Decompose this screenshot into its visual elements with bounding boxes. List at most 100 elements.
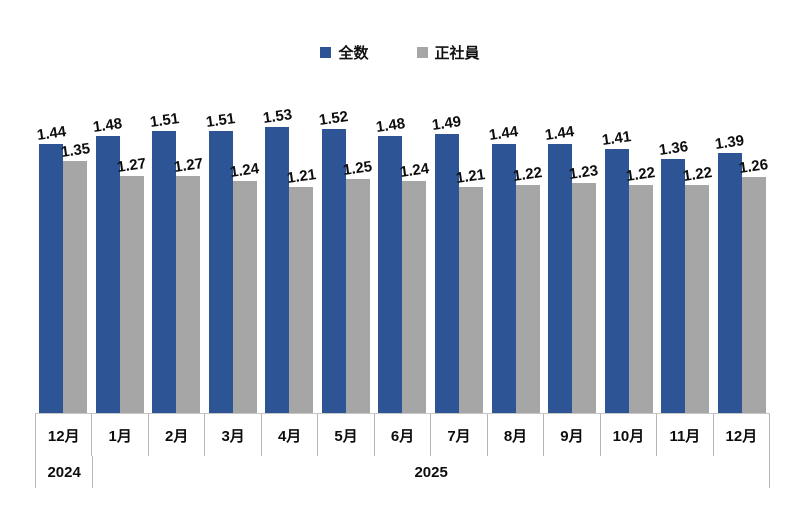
bar-chart: 1.44 1.35 1.48 1.27 1.51 1.27 1.51 1.24 1.53 1.21… [35, 90, 771, 488]
bar-column: 1.51 [205, 110, 237, 413]
month-label: 4月 [262, 414, 319, 456]
bar [176, 176, 201, 413]
bar [289, 187, 314, 413]
bar-column: 1.35 [60, 140, 91, 413]
data-label: 1.35 [59, 140, 91, 161]
bar-column: 1.48 [92, 115, 123, 413]
bar-group: 1.49 1.21 [431, 90, 488, 413]
data-label: 1.22 [681, 164, 713, 185]
legend-label-zensu: 全数 [338, 45, 369, 62]
bar [458, 187, 483, 413]
data-label: 1.51 [205, 110, 237, 131]
data-label: 1.26 [738, 156, 770, 177]
bar [685, 185, 710, 413]
data-label: 1.27 [116, 155, 148, 176]
bar-group: 1.44 1.23 [544, 90, 601, 413]
bar [661, 159, 686, 413]
month-label: 10月 [601, 414, 658, 456]
bar [548, 144, 573, 413]
bar-column: 1.36 [657, 138, 689, 413]
bar [119, 176, 144, 413]
month-label: 12月 [35, 414, 93, 456]
bar-group: 1.52 1.25 [318, 90, 375, 413]
month-label: 3月 [205, 414, 262, 456]
year-label: 2025 [93, 456, 770, 488]
bar-group: 1.48 1.27 [92, 90, 149, 413]
bar [95, 136, 120, 413]
bar [321, 129, 346, 413]
bar-column: 1.44 [488, 123, 519, 413]
month-label: 1月 [92, 414, 149, 456]
bar-column: 1.22 [625, 164, 656, 413]
bar [208, 131, 233, 413]
bar-column: 1.24 [399, 160, 430, 413]
x-axis-months: 12月 1月 2月 3月 4月 5月 6月 7月 8月 9月 10月 11月 12月 [35, 414, 771, 456]
bar-group: 1.39 1.26 [713, 90, 770, 413]
legend-swatch-seishain-icon [416, 47, 428, 58]
month-label: 12月 [714, 414, 771, 456]
bar-column: 1.44 [36, 123, 67, 413]
bar-column: 1.44 [544, 123, 576, 413]
month-label: 2月 [149, 414, 206, 456]
bar [515, 185, 540, 413]
bar [39, 144, 64, 413]
bar [152, 131, 177, 413]
bar-group: 1.41 1.22 [600, 90, 657, 413]
data-label: 1.48 [374, 115, 407, 136]
year-label: 2024 [35, 456, 94, 488]
bar-column: 1.26 [738, 156, 769, 413]
bar [378, 136, 403, 413]
bar-column: 1.21 [286, 166, 317, 413]
bar-group: 1.51 1.24 [205, 90, 262, 413]
data-label: 1.22 [624, 164, 657, 185]
data-label: 1.22 [511, 164, 544, 185]
data-label: 1.21 [285, 166, 318, 187]
bar [572, 183, 597, 413]
bar-group: 1.44 1.22 [487, 90, 544, 413]
bar [491, 144, 516, 413]
bar-column: 1.49 [431, 113, 463, 413]
legend-item-zensu: 全数 [320, 42, 369, 63]
bar [345, 179, 370, 413]
data-label: 1.41 [600, 128, 633, 149]
bar-group: 1.44 1.35 [35, 90, 92, 413]
data-label: 1.24 [398, 160, 431, 181]
bar-column: 1.27 [173, 155, 204, 413]
data-label: 1.23 [568, 162, 600, 183]
data-label: 1.53 [261, 106, 294, 127]
data-label: 1.21 [455, 166, 487, 187]
bar [628, 185, 653, 413]
bar-group: 1.36 1.22 [657, 90, 714, 413]
bar-column: 1.23 [568, 162, 600, 413]
legend-swatch-zensu-icon [320, 47, 332, 58]
bar-column: 1.21 [455, 166, 487, 413]
data-label: 1.51 [148, 110, 180, 131]
bar-column: 1.48 [375, 115, 406, 413]
data-label: 1.36 [657, 138, 689, 159]
bar-group: 1.48 1.24 [374, 90, 431, 413]
bar-column: 1.27 [116, 155, 147, 413]
month-label: 9月 [544, 414, 601, 456]
month-label: 8月 [488, 414, 545, 456]
bar-column: 1.41 [601, 128, 632, 413]
bar [265, 127, 290, 413]
bar [717, 153, 742, 413]
data-label: 1.48 [92, 115, 124, 136]
x-axis-years: 2024 2025 [35, 456, 770, 488]
bar-column: 1.51 [149, 110, 180, 413]
month-label: 5月 [318, 414, 375, 456]
legend-item-seishain: 正社員 [416, 42, 480, 63]
data-label: 1.24 [229, 160, 261, 181]
bar-column: 1.52 [318, 108, 350, 413]
data-label: 1.52 [318, 108, 350, 129]
data-label: 1.27 [172, 155, 204, 176]
data-label: 1.49 [431, 113, 463, 134]
data-label: 1.25 [342, 158, 374, 179]
month-label: 11月 [657, 414, 714, 456]
bar [402, 181, 427, 413]
data-label: 1.44 [35, 123, 67, 144]
bar-column: 1.25 [342, 158, 374, 413]
bar-column: 1.53 [262, 106, 293, 413]
bar-column: 1.22 [681, 164, 713, 413]
